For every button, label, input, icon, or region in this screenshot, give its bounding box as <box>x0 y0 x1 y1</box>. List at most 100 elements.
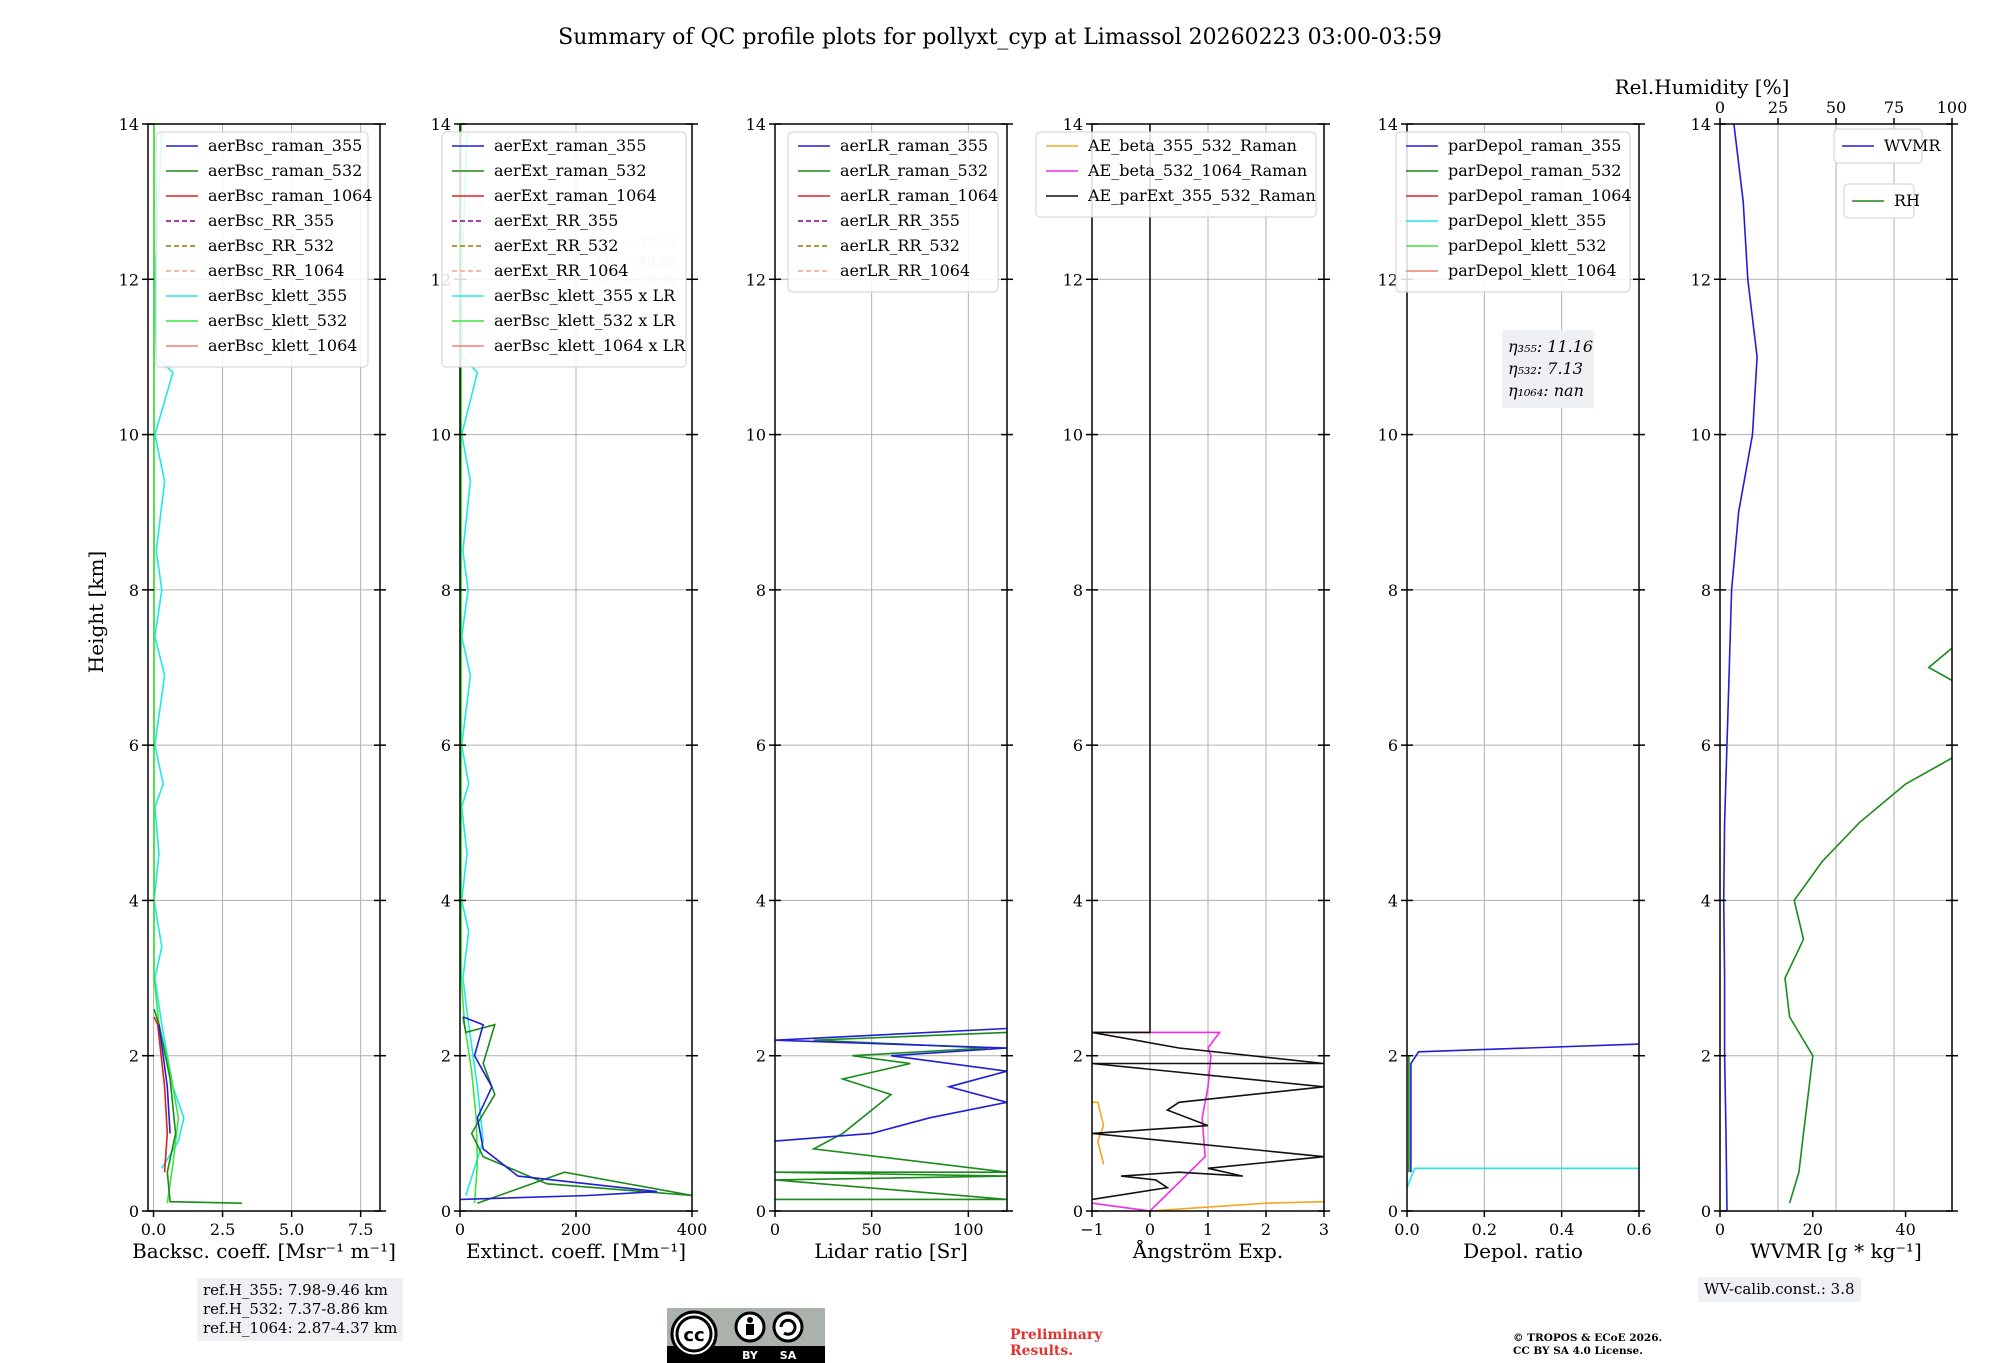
y-tick-label-3: 6 <box>1701 736 1711 755</box>
y-tick-label-6: 12 <box>1691 270 1711 289</box>
series-aerLR_raman_355 <box>775 1027 1007 1142</box>
y-tick-label-5: 10 <box>1063 426 1083 445</box>
y-tick-label-4: 8 <box>1388 581 1398 600</box>
x-tick-label-0: 0 <box>770 1220 780 1239</box>
cc-by-label: BY <box>742 1349 759 1362</box>
y-tick-label-0: 0 <box>441 1202 451 1221</box>
y-axis-label: Height [km] <box>84 551 108 673</box>
legend-label-2: parDepol_raman_1064 <box>1448 186 1632 205</box>
series-parDepol_raman_355 <box>1410 1043 1639 1173</box>
series-AE_beta_355_532_Raman_low <box>1149 1200 1324 1211</box>
series-AE_parExt_355_532_Raman <box>1092 124 1324 1201</box>
y-tick-label-5: 10 <box>1378 426 1398 445</box>
legend-label-5: aerBsc_RR_1064 <box>208 261 344 280</box>
y-tick-label-0: 0 <box>1701 1202 1711 1221</box>
series-RH <box>1784 647 1952 1204</box>
y-tick-label-0: 0 <box>1388 1202 1398 1221</box>
y-tick-label-3: 6 <box>129 736 139 755</box>
legend-label-1: aerExt_raman_532 <box>494 161 647 180</box>
y-tick-label-2: 4 <box>1073 891 1083 910</box>
y-tick-label-3: 6 <box>441 736 451 755</box>
legend-label-0: AE_beta_355_532_Raman <box>1087 136 1297 155</box>
x-tick-label-0: −1 <box>1080 1220 1104 1239</box>
y-tick-label-5: 10 <box>1691 426 1711 445</box>
y-tick-label-1: 2 <box>129 1047 139 1066</box>
series-aerExt_raman_532 <box>462 1016 692 1204</box>
axes-frame <box>147 123 381 1212</box>
legend-label-1: RH <box>1894 191 1920 210</box>
legend-label-4: aerExt_RR_532 <box>494 236 618 255</box>
y-tick-label-5: 10 <box>119 426 139 445</box>
legend-label-5: aerExt_RR_1064 <box>494 261 629 280</box>
series-aerLR_raman_532 <box>775 1031 1007 1201</box>
legend-label-8: aerBsc_klett_1064 x LR <box>494 336 686 355</box>
cc-sa-label: SA <box>780 1349 797 1362</box>
y-tick-label-2: 4 <box>756 891 766 910</box>
copyright-line-2: CC BY SA 4.0 License. <box>1513 1345 1643 1357</box>
x-tick-label-3: 2 <box>1261 1220 1271 1239</box>
legend-label-1: aerLR_raman_532 <box>840 161 988 180</box>
y-tick-label-6: 12 <box>1378 270 1398 289</box>
y-tick-label-2: 4 <box>1701 891 1711 910</box>
preliminary-note: Preliminary Results. <box>1010 1327 1102 1359</box>
y-tick-label-4: 8 <box>756 581 766 600</box>
axes-frame <box>1406 123 1640 1212</box>
copyright-note: © TROPOS & ECoE 2026. CC BY SA 4.0 Licen… <box>1513 1332 1662 1358</box>
legend-label-4: aerBsc_RR_532 <box>208 236 334 255</box>
series-aerBsc_raman_532 <box>153 1008 242 1204</box>
legend-label-2: aerExt_raman_1064 <box>494 186 657 205</box>
x-axis-label: WVMR [g * kg⁻¹] <box>1750 1239 1922 1263</box>
legend-label-3: aerBsc_RR_355 <box>208 211 334 230</box>
y-tick-label-4: 8 <box>441 581 451 600</box>
x-tick-label-3: 0.6 <box>1626 1220 1651 1239</box>
eta-line-2: η₁₀₆₄: nan <box>1508 381 1584 400</box>
y-tick-label-4: 8 <box>129 581 139 600</box>
panel-depol: 0 2 4 6 8 10 12 14 0.0 0.2 0.4 0.6 Depol. ratio parDe… <box>1378 115 1652 1263</box>
refh-1064: ref.H_1064: 2.87-4.37 km <box>203 1319 398 1337</box>
legend-label-7: aerBsc_klett_532 x LR <box>494 311 676 330</box>
y-tick-label-6: 12 <box>119 270 139 289</box>
legend-label-4: parDepol_klett_532 <box>1448 236 1606 255</box>
y-tick-label-4: 8 <box>1701 581 1711 600</box>
legend-label-1: AE_beta_532_1064_Raman <box>1087 161 1307 180</box>
x-tick-label-2: 400 <box>677 1220 708 1239</box>
y-tick-label-3: 6 <box>1073 736 1083 755</box>
y-tick-label-6: 12 <box>746 270 766 289</box>
legend-label-7: aerBsc_klett_532 <box>208 311 347 330</box>
wv-calib-text: WV-calib.const.: 3.8 <box>1704 1280 1855 1298</box>
legend-label-0: aerBsc_raman_355 <box>208 136 362 155</box>
y-tick-label-1: 2 <box>1388 1047 1398 1066</box>
axes-frame <box>774 123 1008 1212</box>
series-group <box>1407 1043 1639 1188</box>
series-AE_beta_532_1064_Raman <box>1092 1031 1222 1211</box>
eta-line-0: η₃₅₅: 11.16 <box>1508 337 1593 356</box>
x-axis-label: Extinct. coeff. [Mm⁻¹] <box>466 1239 686 1263</box>
series-group <box>153 124 242 1204</box>
y-tick-label-3: 6 <box>1388 736 1398 755</box>
x-tick-label-1: 200 <box>561 1220 592 1239</box>
x-tick-label-2: 5.0 <box>279 1220 304 1239</box>
y-tick-label-4: 8 <box>1073 581 1083 600</box>
legend-label-3: aerExt_RR_355 <box>494 211 618 230</box>
legend-label-0: aerLR_raman_355 <box>840 136 988 155</box>
y-tick-label-5: 10 <box>746 426 766 445</box>
wv-calib-box: WV-calib.const.: 3.8 <box>1698 1277 1861 1302</box>
series-group <box>1722 124 1952 1211</box>
legend-label-8: aerBsc_klett_1064 <box>208 336 357 355</box>
y-tick-label-1: 2 <box>1073 1047 1083 1066</box>
x-tick-label-2: 40 <box>1895 1220 1915 1239</box>
refh-532: ref.H_532: 7.37-8.86 km <box>203 1300 388 1318</box>
x-tick-label-0: 0 <box>455 1220 465 1239</box>
legend-label-2: aerBsc_raman_1064 <box>208 186 373 205</box>
legend-label-5: aerLR_RR_1064 <box>840 261 970 280</box>
legend-label-2: aerLR_raman_1064 <box>840 186 998 205</box>
y-tick-label-7: 14 <box>119 115 139 134</box>
series-AE_beta_355_532_Raman <box>1092 1101 1105 1165</box>
y-tick-label-0: 0 <box>129 1202 139 1221</box>
y-tick-label-3: 6 <box>756 736 766 755</box>
y-tick-label-1: 2 <box>1701 1047 1711 1066</box>
